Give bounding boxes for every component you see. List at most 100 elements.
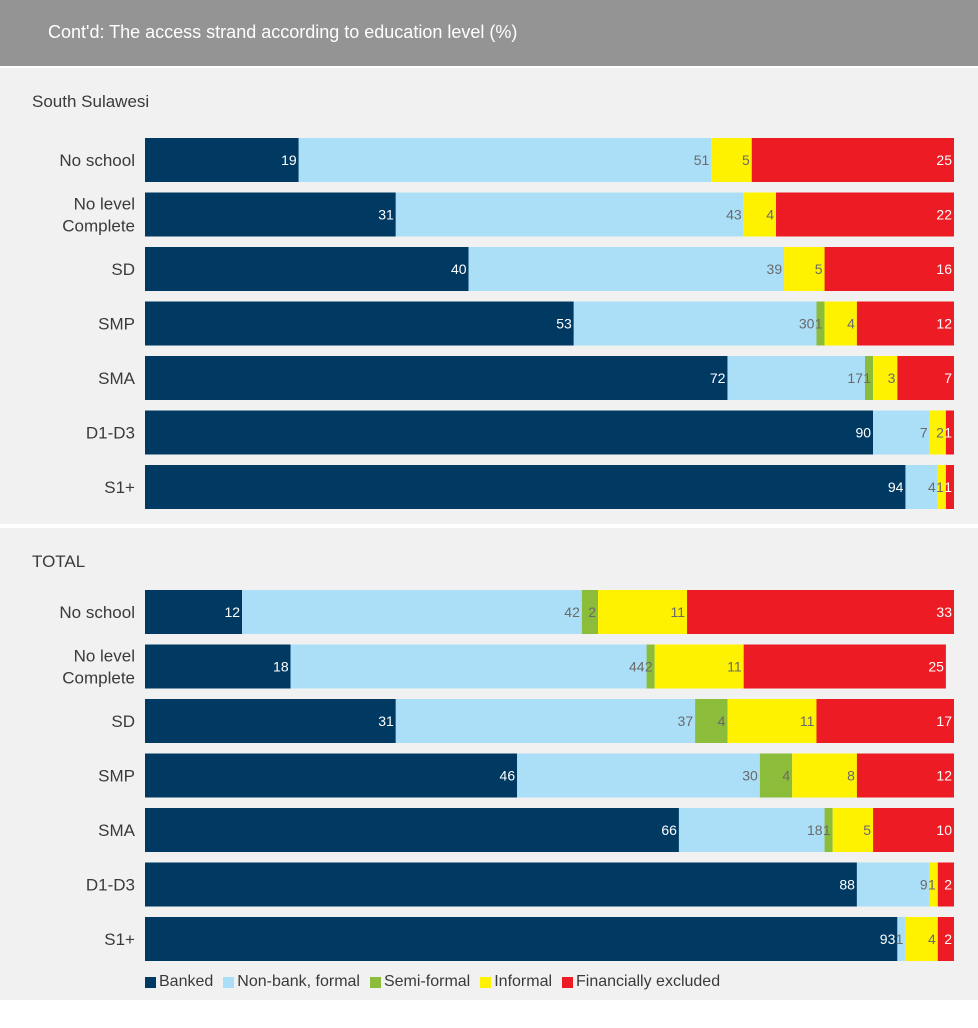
legend-label: Financially excluded: [576, 973, 721, 990]
data-label-banked-smp: 53: [556, 316, 572, 332]
bar-banked-no-school: [145, 138, 299, 182]
bar-non-bank-formal-no-level-complete: [395, 192, 744, 237]
panel-divider: [0, 524, 978, 528]
data-label-informal-smp: 8: [847, 768, 855, 784]
chart-panel-total: TOTAL No school 12 42 2 11 33 No level Complete…: [0, 528, 978, 1000]
bar-banked-d1-d3: [145, 862, 857, 907]
data-label-financially-excluded-s1: 2: [944, 931, 952, 947]
data-label-non-bank-formal-sma: 17: [847, 370, 863, 386]
category-label-sma: SMA: [98, 821, 136, 840]
data-label-non-bank-formal-no-level-complete: 44: [629, 659, 645, 675]
category-label-no-level-complete: No level: [74, 195, 135, 214]
bar-financially-excluded-d1-d3: [937, 862, 954, 907]
bar-banked-sma: [145, 808, 679, 852]
data-label-non-bank-formal-sd: 37: [678, 713, 694, 729]
data-label-informal-s1: 4: [928, 931, 936, 947]
data-label-non-bank-formal-smp: 30: [799, 316, 815, 332]
bar-non-bank-formal-d1-d3: [873, 410, 930, 455]
bar-semi-formal-smp: [759, 753, 793, 798]
bar-banked-no-school: [145, 590, 243, 634]
data-label-informal-no-level-complete: 11: [727, 659, 742, 675]
category-label-no-level-complete: No level: [74, 647, 135, 666]
bar-financially-excluded-sma: [897, 356, 954, 400]
bar-non-bank-formal-s1: [905, 465, 938, 509]
legend-item-non-bank-formal: Non-bank, formal: [223, 973, 360, 991]
category-label-sd: SD: [111, 712, 135, 731]
legend-label: Non-bank, formal: [237, 973, 360, 990]
data-label-non-bank-formal-s1: 1: [896, 931, 904, 947]
category-label-no-school: No school: [59, 603, 135, 622]
data-label-banked-no-level-complete: 18: [273, 659, 289, 675]
legend-swatch: [480, 976, 492, 988]
data-label-banked-d1-d3: 88: [839, 877, 855, 893]
data-label-non-bank-formal-s1: 4: [928, 479, 936, 495]
bar-financially-excluded-no-level-complete: [743, 644, 946, 689]
bar-semi-formal-no-school: [581, 590, 599, 634]
bar-banked-sd: [145, 699, 396, 743]
bar-financially-excluded-no-school: [687, 590, 954, 634]
bar-informal-d1-d3: [929, 410, 946, 455]
data-label-semi-formal-smp: 1: [815, 316, 823, 332]
data-label-financially-excluded-s1: 1: [944, 479, 952, 495]
data-label-non-bank-formal-sma: 18: [807, 822, 823, 838]
bar-financially-excluded-smp: [856, 753, 954, 798]
legend-label: Semi-formal: [383, 973, 471, 990]
bar-semi-formal-sma: [865, 356, 874, 400]
bar-banked-no-level-complete: [145, 644, 291, 689]
data-label-banked-s1: 94: [888, 479, 904, 495]
bar-banked-smp: [145, 753, 518, 798]
bar-financially-excluded-sma: [873, 808, 954, 852]
data-label-non-bank-formal-no-school: 42: [564, 604, 580, 620]
title-bar: Cont'd: The access strand according to e…: [0, 0, 978, 68]
data-label-financially-excluded-no-level-complete: 25: [928, 659, 944, 675]
data-label-informal-d1-d3: 2: [936, 425, 944, 441]
data-label-banked-sd: 40: [451, 261, 467, 277]
legend-label: Banked: [159, 973, 214, 990]
data-label-financially-excluded-d1-d3: 1: [944, 425, 952, 441]
category-label-s1: S1+: [104, 478, 135, 497]
bar-informal-smp: [824, 301, 857, 346]
bar-non-bank-formal-sma: [678, 808, 825, 852]
bar-informal-sd: [784, 247, 825, 291]
category-label-no-school: No school: [59, 151, 135, 170]
legend-swatch: [369, 976, 381, 988]
legend-item-banked: Banked: [145, 973, 213, 991]
data-label-informal-no-school: 5: [742, 152, 750, 168]
bar-non-bank-formal-no-school: [298, 138, 712, 182]
category-label-sd: SD: [111, 260, 135, 279]
legend-swatch: [145, 976, 156, 988]
data-label-financially-excluded-sma: 7: [944, 370, 952, 386]
data-label-informal-sd: 11: [800, 713, 815, 729]
data-label-semi-formal-sd: 4: [718, 713, 726, 729]
data-label-informal-no-level-complete: 4: [766, 207, 774, 223]
data-label-banked-no-level-complete: 31: [378, 207, 394, 223]
bar-financially-excluded-smp: [856, 301, 954, 346]
bar-non-bank-formal-smp: [517, 753, 760, 798]
data-label-banked-s1: 93: [880, 931, 896, 947]
bar-informal-sma: [873, 356, 898, 400]
bar-informal-s1: [905, 917, 938, 961]
bar-financially-excluded-s1: [945, 465, 954, 509]
data-label-financially-excluded-sd: 17: [936, 713, 952, 729]
data-label-financially-excluded-sma: 10: [936, 822, 952, 838]
bar-financially-excluded-no-school: [751, 138, 954, 182]
bar-banked-s1: [145, 465, 906, 509]
bar-banked-smp: [145, 301, 574, 346]
bar-non-bank-formal-sma: [727, 356, 866, 400]
data-label-semi-formal-no-level-complete: 2: [645, 659, 653, 675]
bottom-margin: [0, 1000, 978, 1028]
data-label-banked-no-school: 19: [281, 152, 297, 168]
data-label-semi-formal-smp: 4: [782, 768, 790, 784]
data-label-financially-excluded-sd: 16: [936, 261, 952, 277]
legend-item-financially-excluded: Financially excluded: [562, 973, 720, 991]
data-label-informal-sma: 5: [863, 822, 871, 838]
bar-informal-sma: [832, 808, 874, 852]
data-label-semi-formal-sma: 1: [863, 370, 871, 386]
data-label-banked-sma: 72: [710, 370, 726, 386]
bar-banked-s1: [145, 917, 898, 961]
bar-semi-formal-smp: [816, 301, 825, 346]
bar-non-bank-formal-smp: [573, 301, 817, 346]
bar-financially-excluded-d1-d3: [945, 410, 954, 455]
